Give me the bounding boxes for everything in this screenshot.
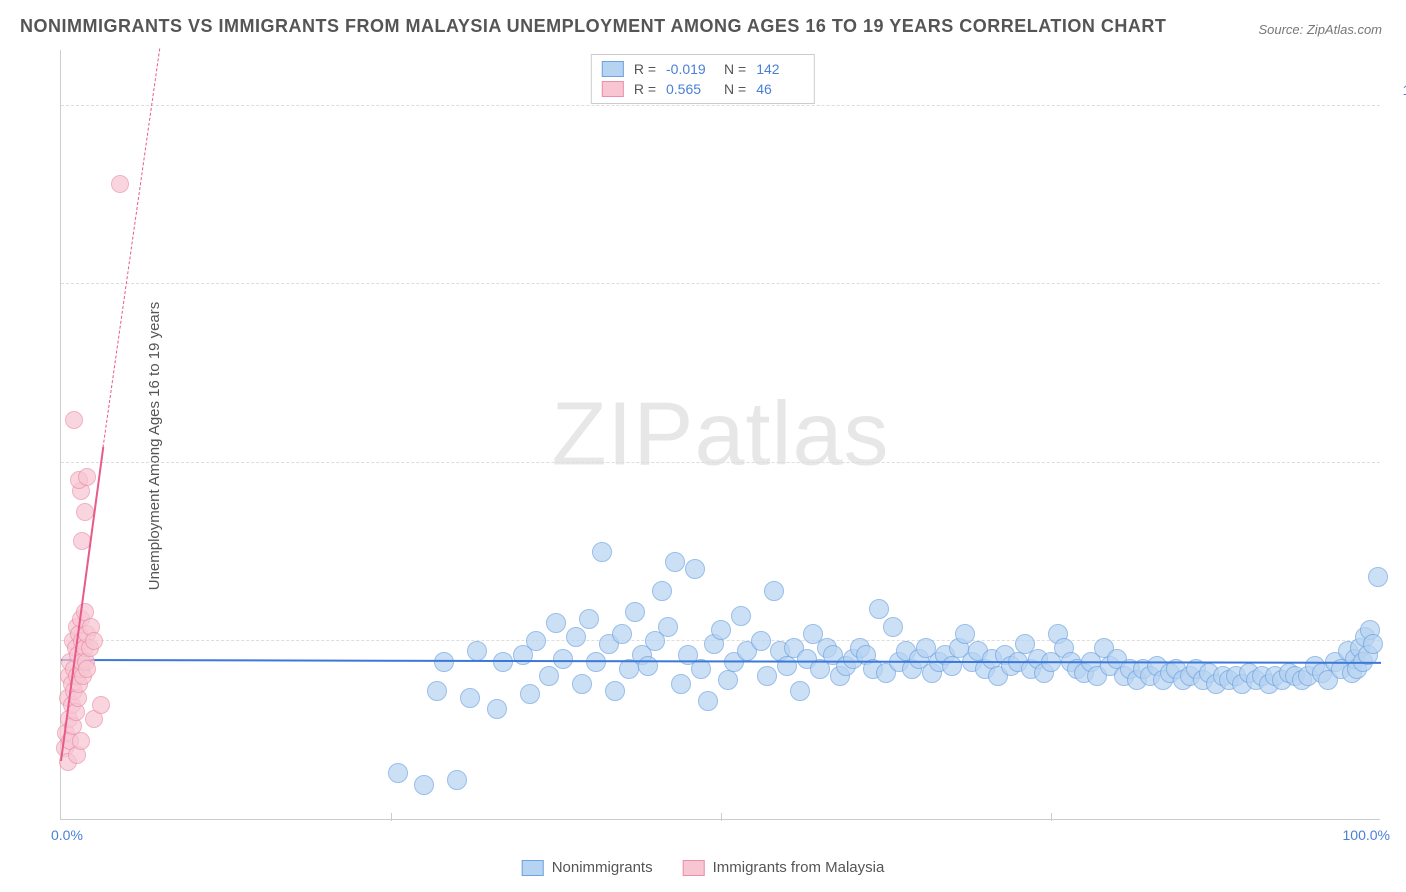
watermark: ZIPatlas [551,383,889,486]
scatter-point [427,681,447,701]
legend-item: Nonimmigrants [522,859,653,876]
watermark-thin: atlas [694,384,889,484]
scatter-point [76,503,94,521]
scatter-point [869,599,889,619]
legend-swatch [602,61,624,77]
scatter-point [526,631,546,651]
legend-row: R = 0.565 N = 46 [602,79,804,99]
scatter-point [955,624,975,644]
scatter-point [777,656,797,676]
gridline [61,283,1380,284]
scatter-point [671,674,691,694]
y-tick-label: 50.0% [1390,439,1406,455]
scatter-point [592,542,612,562]
y-tick-label: 100.0% [1390,82,1406,98]
x-tick [1051,813,1052,821]
scatter-point [942,656,962,676]
scatter-point [487,699,507,719]
scatter-point [434,652,454,672]
scatter-point [553,649,573,669]
source-label: Source: ZipAtlas.com [1258,22,1382,37]
scatter-point [579,609,599,629]
scatter-point [572,674,592,694]
x-tick [391,813,392,821]
scatter-point [658,617,678,637]
legend-n-label: N = [724,61,746,77]
scatter-point [764,581,784,601]
gridline [61,105,1380,106]
scatter-point [65,411,83,429]
plot-area: ZIPatlas 25.0%50.0%75.0%100.0%0.0%100.0% [60,50,1380,820]
trend-line [61,659,1381,664]
scatter-point [1363,634,1383,654]
legend-label: Nonimmigrants [552,859,653,876]
scatter-point [625,602,645,622]
scatter-point [85,632,103,650]
scatter-point [751,631,771,651]
x-tick-label: 100.0% [1343,827,1390,843]
scatter-point [539,666,559,686]
scatter-point [665,552,685,572]
scatter-point [78,468,96,486]
scatter-point [731,606,751,626]
legend-r-value: 0.565 [666,81,714,97]
y-tick-label: 75.0% [1390,260,1406,276]
scatter-point [388,763,408,783]
scatter-point [72,732,90,750]
scatter-point [414,775,434,795]
legend-n-label: N = [724,81,746,97]
scatter-point [546,613,566,633]
watermark-bold: ZIP [551,384,694,484]
gridline [61,462,1380,463]
legend-swatch [602,81,624,97]
legend-r-label: R = [634,61,656,77]
series-legend: Nonimmigrants Immigrants from Malaysia [522,859,885,876]
legend-swatch [522,860,544,876]
legend-r-value: -0.019 [666,61,714,77]
scatter-point [638,656,658,676]
correlation-legend: R = -0.019 N = 142 R = 0.565 N = 46 [591,54,815,104]
scatter-point [447,770,467,790]
scatter-point [757,666,777,686]
legend-r-label: R = [634,81,656,97]
y-tick-label: 25.0% [1390,617,1406,633]
scatter-point [718,670,738,690]
x-tick [721,813,722,821]
scatter-point [612,624,632,644]
legend-n-value: 142 [756,61,804,77]
legend-label: Immigrants from Malaysia [713,859,885,876]
x-tick-label: 0.0% [51,827,83,843]
legend-row: R = -0.019 N = 142 [602,59,804,79]
scatter-point [685,559,705,579]
scatter-point [605,681,625,701]
scatter-point [698,691,718,711]
scatter-point [467,641,487,661]
legend-n-value: 46 [756,81,804,97]
scatter-point [566,627,586,647]
legend-item: Immigrants from Malaysia [683,859,885,876]
scatter-point [460,688,480,708]
scatter-point [711,620,731,640]
scatter-point [1368,567,1388,587]
trend-line [103,48,161,447]
scatter-point [111,175,129,193]
scatter-point [652,581,672,601]
scatter-point [78,660,96,678]
scatter-point [883,617,903,637]
scatter-point [493,652,513,672]
scatter-point [790,681,810,701]
scatter-point [520,684,540,704]
scatter-point [92,696,110,714]
chart-title: NONIMMIGRANTS VS IMMIGRANTS FROM MALAYSI… [20,16,1166,37]
legend-swatch [683,860,705,876]
